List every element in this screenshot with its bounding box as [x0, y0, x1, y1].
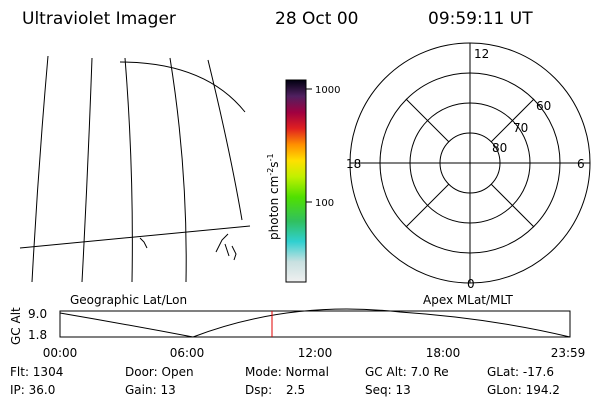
- mlt-label: 0: [467, 277, 475, 291]
- info-block: Flt: 1304 Door: Open Mode: Normal GC Alt: 7…: [10, 365, 560, 397]
- mlat-label: 80: [492, 141, 507, 155]
- colorbar-label: photon cm-2s-1: [266, 153, 281, 240]
- date: 28 Oct 00: [275, 9, 358, 29]
- time: 09:59:11 UT: [428, 9, 533, 29]
- exponent: -2: [266, 168, 275, 176]
- polar-grid: [349, 42, 591, 284]
- mlt-label: 18: [346, 157, 361, 171]
- altitude-curve: [59, 308, 571, 338]
- time-tick-label: 18:00: [426, 346, 461, 360]
- mlat-label: 60: [536, 99, 551, 113]
- altitude-tick-label: 9.0: [28, 307, 47, 321]
- info-field: IP: 36.0: [10, 383, 55, 397]
- info-field: Door: Open: [125, 365, 194, 379]
- info-field: GLon: 194.2: [487, 383, 560, 397]
- exponent: -1: [266, 153, 275, 161]
- right-panel-title: Apex MLat/MLT: [423, 293, 513, 307]
- altitude-axis-label: GC Alt: [9, 307, 23, 345]
- info-field: GLat: -17.6: [487, 365, 554, 379]
- colorbar-tick-label: 100: [315, 198, 334, 209]
- info-field: Mode: Normal: [245, 365, 329, 379]
- altitude-tick-label: 1.8: [28, 328, 47, 342]
- dsp-value: 2.5: [286, 383, 305, 397]
- instrument-title: Ultraviolet Imager: [22, 9, 176, 29]
- colorbar-tick-label: 1000: [315, 85, 340, 96]
- mlt-label: 6: [577, 157, 585, 171]
- info-field: GC Alt: 7.0 Re: [365, 365, 449, 379]
- unit: s: [267, 161, 281, 167]
- info-field: Dsp:: [245, 383, 272, 397]
- time-tick-label: 00:00: [43, 346, 78, 360]
- time-tick-label: 23:59: [551, 346, 586, 360]
- altitude-frame: [59, 310, 571, 338]
- info-field: Flt: 1304: [10, 365, 63, 379]
- mlat-label: 70: [513, 121, 528, 135]
- info-field: Seq: 13: [365, 383, 411, 397]
- mlt-label: 12: [474, 47, 489, 61]
- unit: photon cm: [267, 176, 281, 240]
- left-panel-title: Geographic Lat/Lon: [70, 293, 187, 307]
- info-field: Gain: 13: [125, 383, 176, 397]
- time-tick-label: 12:00: [298, 346, 333, 360]
- colorbar: [285, 79, 307, 283]
- geo-grid: [19, 55, 251, 283]
- time-tick-label: 06:00: [170, 346, 205, 360]
